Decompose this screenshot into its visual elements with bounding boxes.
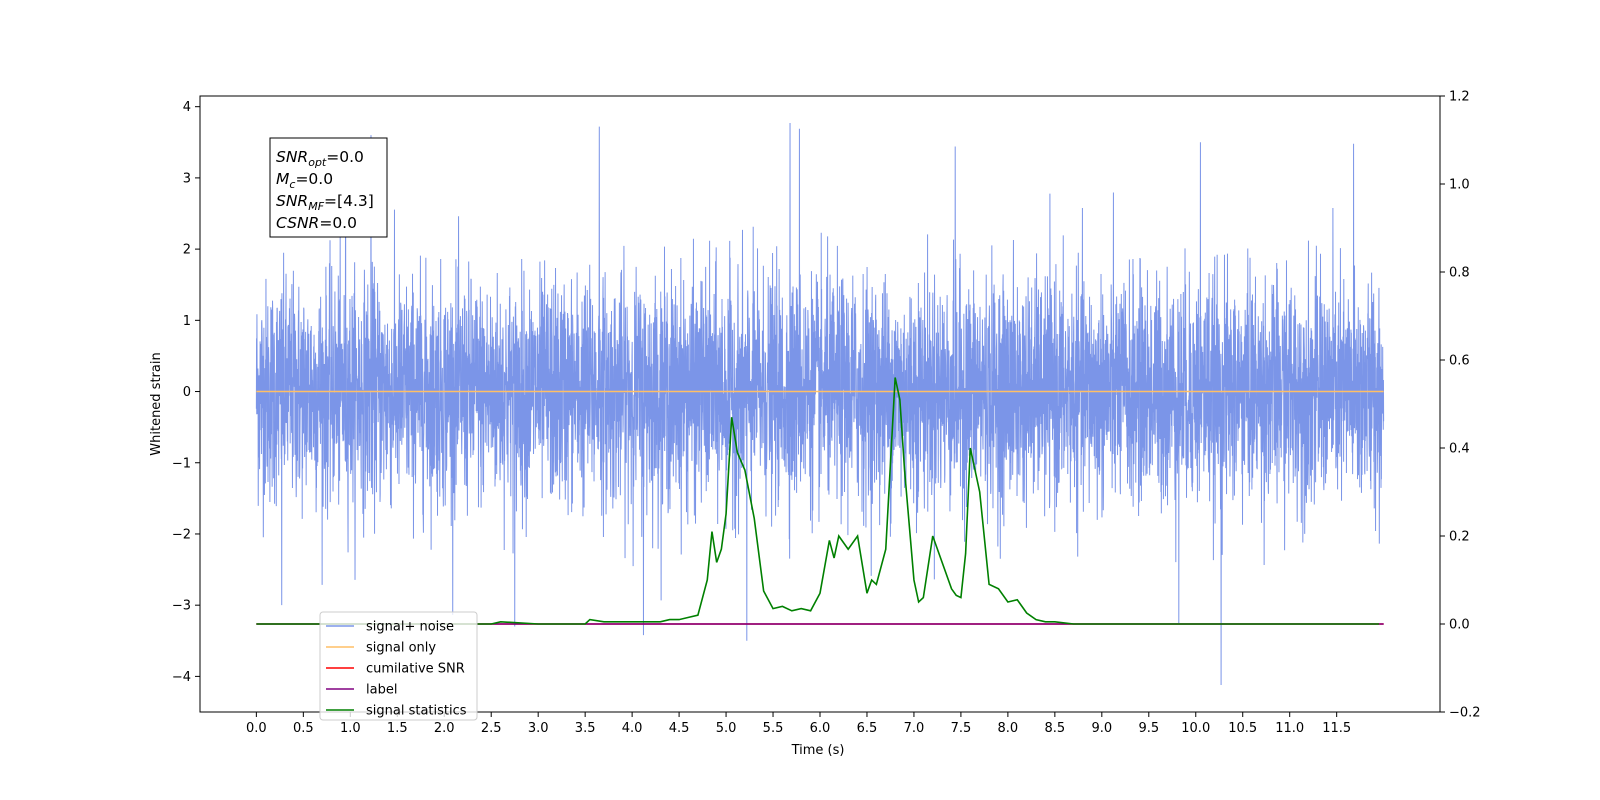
x-tick-label: 4.0: [622, 721, 643, 736]
y-tick-label: 2: [183, 243, 191, 258]
info-box-line: Mc=0.0: [276, 170, 333, 191]
x-tick-label: 7.5: [951, 721, 972, 736]
x-tick-label: 3.5: [575, 721, 596, 736]
x-axis: 0.0 0.5 1.0 1.5 2.0 2.5 3.0 3.5 4.0 4.5 5.0 5.5 6.0 6…: [246, 712, 1351, 736]
legend: signal+ noise signal only cumilative SNR la…: [319, 611, 478, 721]
info-box-frame: [269, 137, 388, 238]
x-tick-label: 11.0: [1275, 721, 1304, 736]
series-signal-noise: [255, 123, 1385, 685]
x-tick-label: 5.5: [763, 721, 784, 736]
y2-tick-label: 0.4: [1449, 442, 1470, 457]
y2-tick-label: 0.2: [1449, 530, 1470, 545]
legend-label: signal+ noise: [366, 620, 454, 635]
x-tick-label: 5.0: [716, 721, 737, 736]
x-tick-label: 8.0: [998, 721, 1019, 736]
x-axis-label: Time (s): [791, 743, 845, 758]
x-tick-label: 11.5: [1322, 721, 1351, 736]
y2-tick-label: 0.8: [1449, 266, 1470, 281]
x-tick-label: 0.5: [293, 721, 314, 736]
legend-label: label: [366, 683, 397, 698]
legend-label: cumilative SNR: [366, 662, 465, 677]
y2-tick-label: 1.0: [1449, 178, 1470, 193]
y-axis-right: 1.2 1.0 0.8 0.6 0.4 0.2 0.0 −0.2: [1440, 90, 1481, 721]
x-tick-label: 1.5: [387, 721, 408, 736]
x-tick-label: 9.5: [1138, 721, 1159, 736]
y-tick-label: 4: [183, 100, 191, 115]
legend-label: signal only: [366, 641, 436, 656]
legend-label: signal statistics: [366, 704, 467, 719]
info-box-line: SNRMF=[4.3]: [276, 192, 374, 213]
y2-tick-label: 0.6: [1449, 354, 1470, 369]
x-tick-label: 6.5: [857, 721, 878, 736]
x-tick-label: 2.5: [481, 721, 502, 736]
x-tick-label: 9.0: [1091, 721, 1112, 736]
x-tick-label: 8.5: [1045, 721, 1066, 736]
x-tick-label: 6.0: [810, 721, 831, 736]
x-tick-label: 4.5: [669, 721, 690, 736]
y2-tick-label: 0.0: [1449, 618, 1470, 633]
x-tick-label: 1.0: [340, 721, 361, 736]
series-signal-statistics: [256, 377, 1379, 625]
x-tick-label: 3.0: [528, 721, 549, 736]
y-tick-label: −4: [172, 670, 191, 685]
y-tick-label: 1: [183, 314, 191, 329]
y-tick-label: −1: [172, 456, 191, 471]
y2-tick-label: 1.2: [1449, 90, 1470, 105]
legend-frame: [319, 611, 478, 721]
y-tick-label: 3: [183, 171, 191, 186]
y-tick-label: −3: [172, 599, 191, 614]
y-tick-label: 0: [183, 385, 191, 400]
y2-tick-label: −0.2: [1449, 706, 1481, 721]
x-tick-label: 7.0: [904, 721, 925, 736]
x-tick-label: 2.0: [434, 721, 455, 736]
info-box-line: CSNR=0.0: [276, 214, 357, 232]
x-tick-label: 0.0: [246, 721, 267, 736]
y-tick-label: −2: [172, 527, 191, 542]
x-tick-label: 10.5: [1228, 721, 1257, 736]
y-axis-label: Whitened strain: [149, 352, 164, 455]
y-axis-left: 4 3 2 1 0 −1 −2 −3 −4: [172, 100, 200, 685]
info-box-line: SNRopt=0.0: [276, 148, 364, 169]
x-tick-label: 10.0: [1181, 721, 1210, 736]
